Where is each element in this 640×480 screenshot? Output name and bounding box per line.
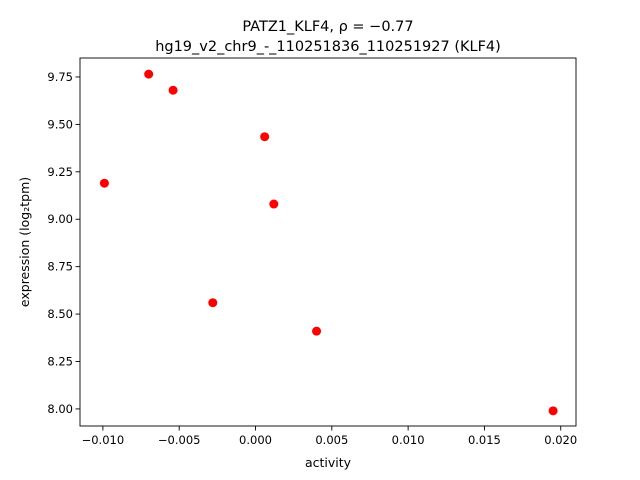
y-tick-label: 8.75 [47, 260, 73, 274]
y-tick-label: 8.00 [47, 402, 73, 416]
data-point [548, 406, 558, 416]
x-tick-label: 0.005 [315, 433, 348, 447]
data-point [312, 326, 322, 336]
data-point [144, 69, 154, 79]
x-axis-label: activity [305, 455, 352, 470]
data-point [208, 298, 218, 308]
y-axis-label: expression (log₂tpm) [17, 177, 32, 307]
points-layer [99, 69, 558, 416]
chart-title-line2: hg19_v2_chr9_-_110251836_110251927 (KLF4… [155, 39, 501, 55]
x-tick-label: −0.005 [158, 433, 201, 447]
y-tick-label: 8.50 [47, 307, 73, 321]
chart-title-line1: PATZ1_KLF4, ρ = −0.77 [242, 19, 413, 35]
data-point [260, 132, 270, 142]
y-tick-label: 9.50 [47, 117, 73, 131]
data-point [269, 199, 279, 209]
y-tick-label: 9.25 [47, 165, 73, 179]
y-tick-label: 9.75 [47, 70, 73, 84]
x-tick-label: −0.010 [82, 433, 125, 447]
plot-frame [79, 57, 577, 427]
y-tick-label: 9.00 [47, 212, 73, 226]
x-tick-label: 0.010 [392, 433, 425, 447]
x-tick-label: 0.020 [544, 433, 577, 447]
x-axis-ticks: −0.010 −0.005 0.000 0.005 0.010 0.015 0.020 [82, 426, 577, 447]
data-point [168, 85, 178, 95]
x-tick-label: 0.015 [468, 433, 501, 447]
x-tick-label: 0.000 [239, 433, 272, 447]
y-axis-ticks: 8.00 8.25 8.50 8.75 9.00 9.25 9.50 9.75 [47, 70, 80, 416]
data-point [99, 178, 109, 188]
y-tick-label: 8.25 [47, 355, 73, 369]
